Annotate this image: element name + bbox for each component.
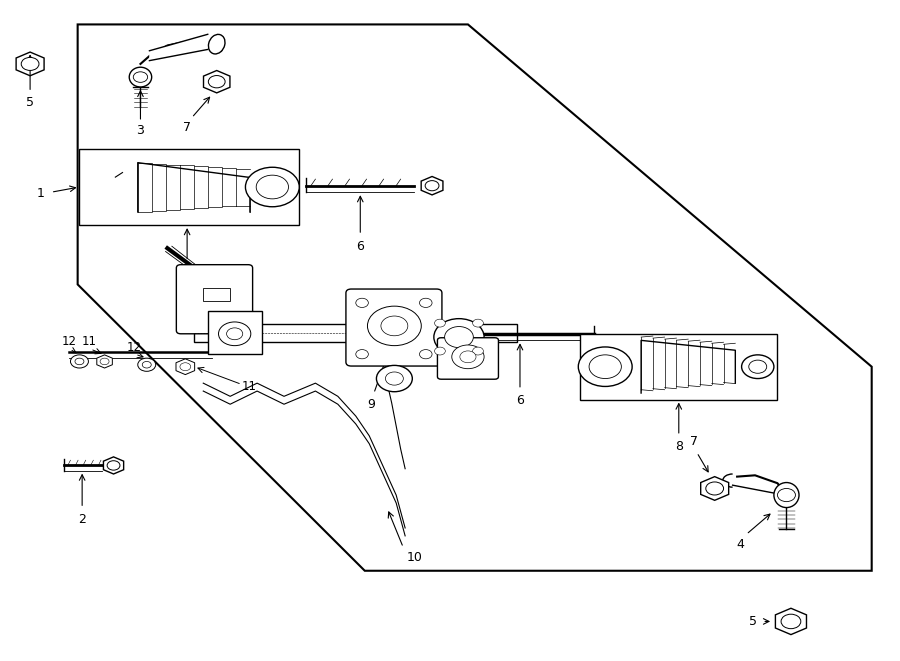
Ellipse shape (209, 34, 225, 54)
Circle shape (579, 347, 632, 387)
Text: 8: 8 (183, 266, 191, 279)
Text: 7: 7 (183, 121, 191, 134)
Text: 3: 3 (137, 124, 144, 137)
Text: 5: 5 (26, 96, 34, 108)
Circle shape (75, 358, 84, 365)
Circle shape (356, 350, 368, 359)
Circle shape (452, 345, 484, 369)
Polygon shape (104, 457, 123, 474)
Circle shape (460, 351, 476, 363)
Circle shape (435, 347, 446, 355)
Circle shape (376, 366, 412, 392)
FancyBboxPatch shape (176, 264, 253, 334)
Text: 12: 12 (61, 335, 76, 348)
Bar (208, 311, 262, 354)
Circle shape (434, 319, 484, 356)
Ellipse shape (130, 67, 152, 87)
Polygon shape (203, 71, 230, 93)
Bar (580, 334, 778, 400)
Polygon shape (776, 608, 806, 635)
Text: 10: 10 (407, 551, 423, 564)
Circle shape (107, 461, 120, 470)
Circle shape (742, 355, 774, 379)
Circle shape (227, 328, 243, 340)
Text: 8: 8 (675, 440, 683, 453)
Circle shape (142, 362, 151, 368)
Text: 7: 7 (690, 435, 698, 447)
Text: 1: 1 (37, 187, 44, 200)
Circle shape (590, 355, 621, 379)
Circle shape (180, 363, 191, 371)
Circle shape (219, 322, 251, 346)
Circle shape (100, 358, 109, 365)
Circle shape (208, 75, 225, 88)
Polygon shape (176, 359, 194, 375)
Text: 2: 2 (78, 514, 86, 526)
Bar (79, 149, 300, 225)
Circle shape (419, 298, 432, 307)
Circle shape (381, 316, 408, 336)
Circle shape (138, 358, 156, 371)
Circle shape (133, 72, 148, 83)
Circle shape (356, 298, 368, 307)
Polygon shape (421, 176, 443, 195)
Bar (194, 324, 518, 342)
Text: 9: 9 (367, 399, 375, 411)
Text: 6: 6 (516, 395, 524, 407)
FancyBboxPatch shape (346, 289, 442, 366)
Circle shape (22, 58, 39, 71)
Circle shape (385, 372, 403, 385)
FancyBboxPatch shape (437, 338, 499, 379)
Circle shape (445, 327, 473, 348)
Circle shape (472, 319, 483, 327)
Circle shape (425, 180, 439, 191)
Polygon shape (16, 52, 44, 76)
Text: 12: 12 (127, 340, 141, 354)
Bar (203, 288, 230, 301)
Circle shape (246, 167, 300, 207)
Circle shape (435, 319, 446, 327)
Ellipse shape (774, 483, 799, 508)
Text: 11: 11 (242, 380, 256, 393)
Circle shape (706, 482, 724, 495)
Circle shape (70, 355, 88, 368)
Circle shape (256, 175, 289, 199)
Circle shape (472, 347, 483, 355)
Text: 4: 4 (737, 538, 744, 551)
Polygon shape (97, 355, 112, 368)
Text: 6: 6 (356, 240, 365, 253)
Polygon shape (701, 477, 729, 500)
Text: 5: 5 (750, 615, 757, 628)
Circle shape (749, 360, 767, 373)
Circle shape (778, 488, 796, 502)
Circle shape (419, 350, 432, 359)
Circle shape (367, 306, 421, 346)
Circle shape (781, 614, 801, 629)
Text: 11: 11 (82, 335, 97, 348)
